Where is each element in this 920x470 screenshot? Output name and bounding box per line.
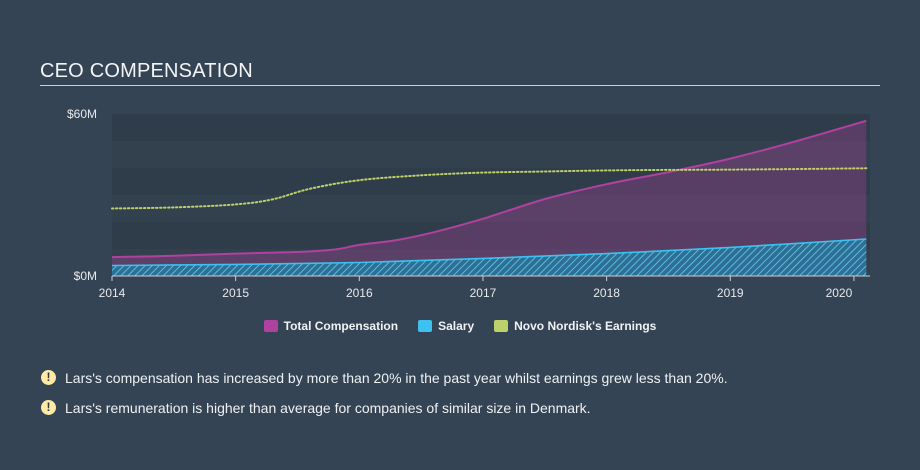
x-tick-label: 2017 [470, 286, 497, 300]
warning-icon: ! [41, 370, 56, 385]
chart-legend: Total Compensation Salary Novo Nordisk's… [0, 319, 920, 333]
salary-swatch [418, 320, 433, 332]
plot-band [112, 195, 870, 222]
note-item: ! Lars's compensation has increased by m… [40, 368, 728, 387]
warning-icon: ! [41, 400, 56, 415]
x-tick-label: 2015 [222, 286, 249, 300]
x-tick-label: 2019 [717, 286, 744, 300]
legend-item-earnings: Novo Nordisk's Earnings [494, 319, 656, 333]
total-compensation-swatch [263, 320, 278, 332]
legend-item-total-compensation: Total Compensation [263, 319, 399, 333]
earnings-swatch [494, 320, 509, 332]
chart-title: CEO COMPENSATION [40, 60, 253, 82]
note-item: ! Lars's remuneration is higher than ave… [40, 398, 728, 417]
legend-label-total-compensation: Total Compensation [283, 319, 399, 333]
insight-notes: ! Lars's compensation has increased by m… [40, 368, 728, 428]
x-tick-label: 2014 [99, 286, 126, 300]
note-text: Lars's compensation has increased by mor… [65, 369, 728, 386]
x-tick-label: 2020 [826, 286, 853, 300]
legend-label-earnings: Novo Nordisk's Earnings [514, 319, 657, 333]
x-tick-label: 2018 [593, 286, 620, 300]
y-tick-label: $60M [67, 107, 97, 121]
total-compensation-line [111, 119, 867, 259]
legend-label-salary: Salary [438, 319, 475, 333]
y-tick-label: $0M [74, 269, 97, 283]
note-text: Lars's remuneration is higher than avera… [65, 399, 591, 416]
x-tick-label: 2016 [346, 286, 373, 300]
title-divider [40, 85, 880, 86]
earnings-line [111, 167, 868, 210]
plot-band [112, 114, 870, 141]
plot-band [112, 222, 870, 249]
salary-line [111, 238, 867, 267]
total-compensation-area [112, 120, 867, 276]
legend-item-salary: Salary [418, 319, 474, 333]
salary-area [112, 239, 867, 276]
